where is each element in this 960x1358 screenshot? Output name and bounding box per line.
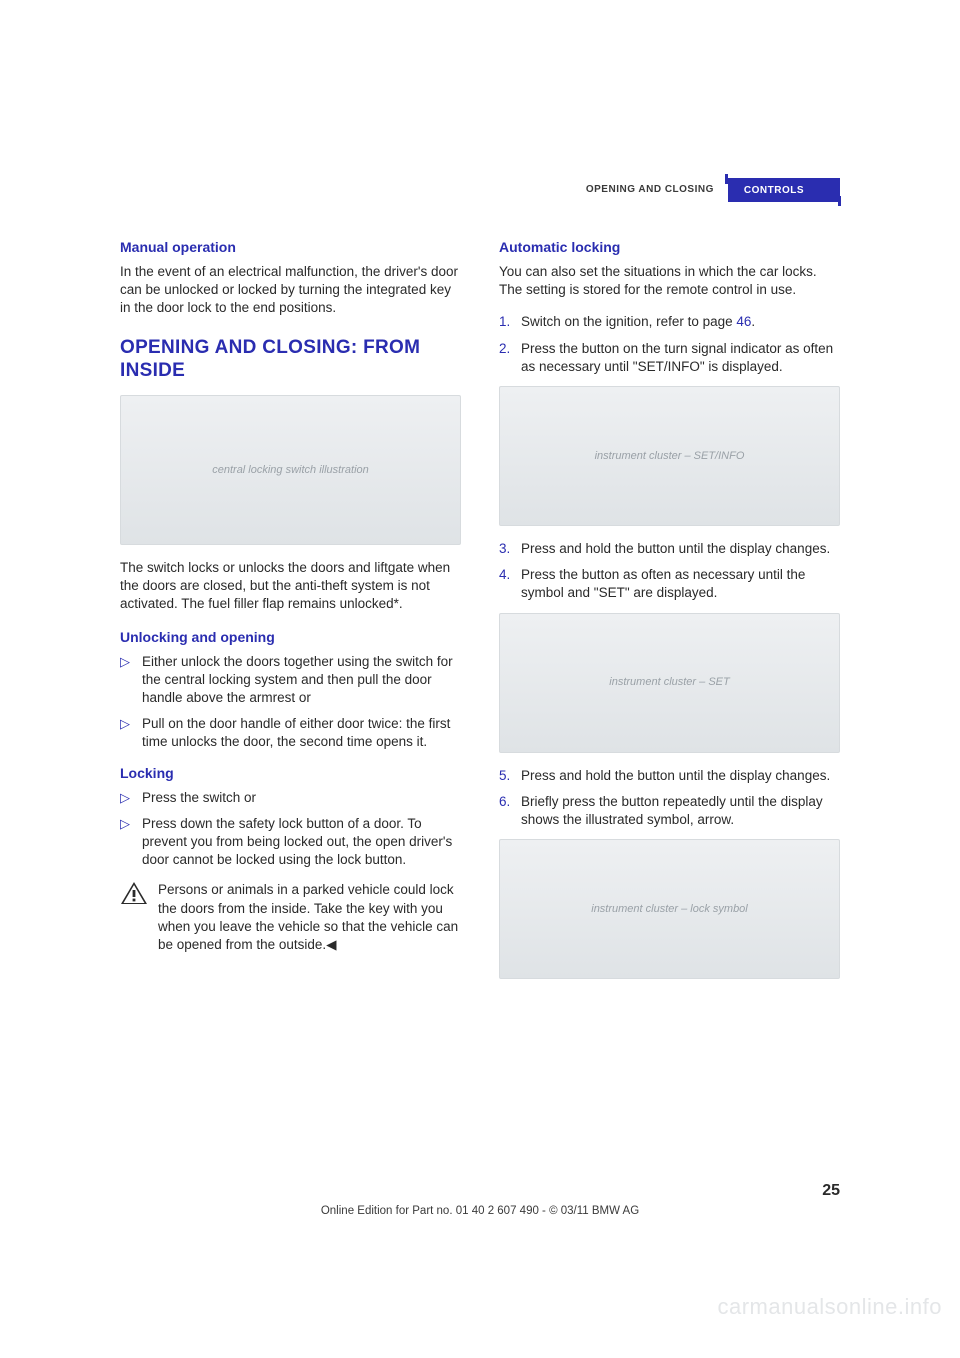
- list-item: ▷ Pull on the door handle of either door…: [120, 715, 461, 751]
- list-item: 5. Press and hold the button until the d…: [499, 767, 840, 785]
- page-reference-link[interactable]: 46: [736, 314, 751, 329]
- step-number: 6.: [499, 793, 521, 829]
- right-column: Automatic locking You can also set the s…: [499, 238, 840, 993]
- page-header: OPENING AND CLOSING CONTROLS: [120, 178, 840, 202]
- warning-text: Persons or animals in a parked vehicle c…: [158, 881, 461, 954]
- text-fragment: Switch on the ignition, refer to page: [521, 314, 736, 329]
- list-item-text: Press and hold the button until the disp…: [521, 767, 830, 785]
- step-number: 3.: [499, 540, 521, 558]
- bullet-list: ▷ Press the switch or ▷ Press down the s…: [120, 789, 461, 870]
- step-number: 5.: [499, 767, 521, 785]
- list-item-text: Press and hold the button until the disp…: [521, 540, 830, 558]
- list-item-text: Briefly press the button repeatedly unti…: [521, 793, 840, 829]
- step-number: 2.: [499, 340, 521, 376]
- list-item: 2. Press the button on the turn signal i…: [499, 340, 840, 376]
- text-fragment: .: [751, 314, 755, 329]
- paragraph: You can also set the situations in which…: [499, 263, 840, 299]
- paragraph: The switch locks or unlocks the doors an…: [120, 559, 461, 614]
- step-number: 1.: [499, 313, 521, 331]
- heading-manual-operation: Manual operation: [120, 238, 461, 257]
- page: OPENING AND CLOSING CONTROLS Manual oper…: [0, 0, 960, 1073]
- warning-triangle-icon: [120, 881, 148, 905]
- list-item-text: Press the switch or: [142, 789, 256, 807]
- section-label: OPENING AND CLOSING: [586, 183, 728, 197]
- figure-instrument-cluster-lock: instrument cluster – lock symbol: [499, 839, 840, 979]
- ordered-list: 3. Press and hold the button until the d…: [499, 540, 840, 603]
- list-item-text: Switch on the ignition, refer to page 46…: [521, 313, 755, 331]
- footer-line: Online Edition for Part no. 01 40 2 607 …: [0, 1204, 960, 1220]
- list-item: 3. Press and hold the button until the d…: [499, 540, 840, 558]
- triangle-bullet-icon: ▷: [120, 815, 142, 870]
- left-column: Manual operation In the event of an elec…: [120, 238, 461, 993]
- triangle-bullet-icon: ▷: [120, 653, 142, 708]
- list-item-text: Pull on the door handle of either door t…: [142, 715, 461, 751]
- list-item-text: Press down the safety lock button of a d…: [142, 815, 461, 870]
- bullet-list: ▷ Either unlock the doors together using…: [120, 653, 461, 752]
- ordered-list: 5. Press and hold the button until the d…: [499, 767, 840, 830]
- list-item-text: Either unlock the doors together using t…: [142, 653, 461, 708]
- ordered-list: 1. Switch on the ignition, refer to page…: [499, 313, 840, 376]
- list-item-text: Press the button on the turn signal indi…: [521, 340, 840, 376]
- content-columns: Manual operation In the event of an elec…: [120, 238, 840, 993]
- list-item: 6. Briefly press the button repeatedly u…: [499, 793, 840, 829]
- triangle-bullet-icon: ▷: [120, 789, 142, 807]
- watermark-text: carmanualsonline.info: [717, 1292, 942, 1322]
- list-item: ▷ Press the switch or: [120, 789, 461, 807]
- step-number: 4.: [499, 566, 521, 602]
- heading-opening-closing-inside: OPENING AND CLOSING: FROM INSIDE: [120, 336, 461, 384]
- figure-central-locking-switch: central locking switch illustration: [120, 395, 461, 545]
- chapter-tab: CONTROLS: [728, 178, 840, 202]
- list-item: ▷ Press down the safety lock button of a…: [120, 815, 461, 870]
- list-item: ▷ Either unlock the doors together using…: [120, 653, 461, 708]
- figure-instrument-cluster-setinfo: instrument cluster – SET/INFO: [499, 386, 840, 526]
- heading-locking: Locking: [120, 764, 461, 783]
- figure-instrument-cluster-set: instrument cluster – SET: [499, 613, 840, 753]
- heading-unlocking-opening: Unlocking and opening: [120, 628, 461, 647]
- warning-block: Persons or animals in a parked vehicle c…: [120, 881, 461, 954]
- paragraph: In the event of an electrical malfunctio…: [120, 263, 461, 318]
- heading-automatic-locking: Automatic locking: [499, 238, 840, 257]
- page-number: 25: [822, 1180, 840, 1202]
- list-item-text: Press the button as often as necessary u…: [521, 566, 840, 602]
- list-item: 1. Switch on the ignition, refer to page…: [499, 313, 840, 331]
- list-item: 4. Press the button as often as necessar…: [499, 566, 840, 602]
- triangle-bullet-icon: ▷: [120, 715, 142, 751]
